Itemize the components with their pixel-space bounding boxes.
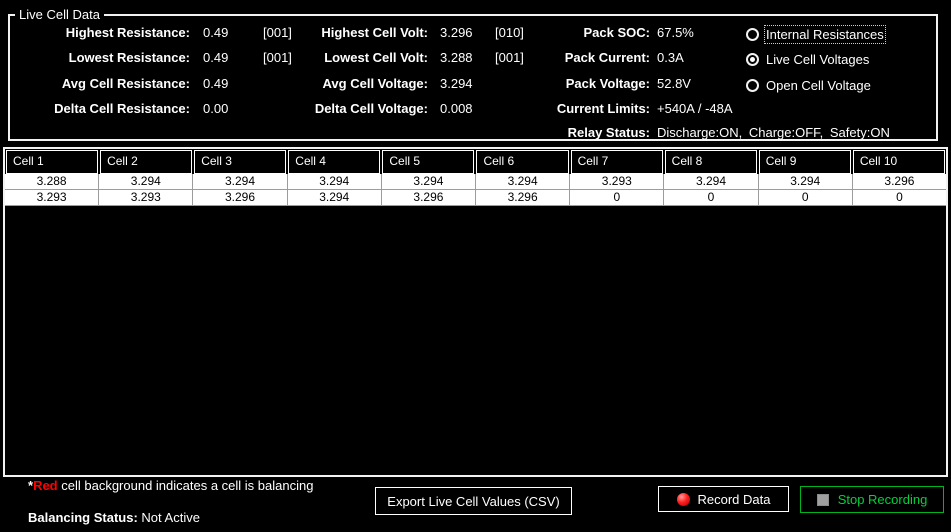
cell-value[interactable]: 3.293 bbox=[570, 174, 665, 189]
balancing-status-value: Not Active bbox=[137, 510, 200, 525]
note-text: cell background indicates a cell is bala… bbox=[57, 478, 314, 493]
avg-cell-resistance-label: Avg Cell Resistance: bbox=[61, 76, 190, 91]
radio-live-cell-voltages[interactable]: Live Cell Voltages bbox=[746, 51, 869, 67]
cell-value[interactable]: 3.294 bbox=[664, 174, 759, 189]
record-data-button[interactable]: Record Data bbox=[658, 486, 789, 512]
table-row: 3.288 3.294 3.294 3.294 3.294 3.294 3.29… bbox=[5, 174, 946, 190]
lowest-cell-volt-cell-index: [001] bbox=[495, 50, 524, 65]
export-csv-button-label: Export Live Cell Values (CSV) bbox=[387, 493, 560, 509]
pack-current-value: 0.3A bbox=[657, 50, 684, 65]
balancing-status-label: Balancing Status: bbox=[28, 510, 138, 525]
balancing-note: *Red cell background indicates a cell is… bbox=[28, 478, 313, 493]
lowest-cell-volt-label: Lowest Cell Volt: bbox=[324, 50, 428, 65]
relay-status-label: Relay Status: bbox=[567, 125, 650, 140]
highest-cell-volt-cell-index: [010] bbox=[495, 25, 524, 40]
radio-internal-resistances[interactable]: Internal Resistances bbox=[746, 24, 886, 44]
delta-cell-resistance-label: Delta Cell Resistance: bbox=[54, 101, 190, 116]
note-red-word: Red bbox=[33, 478, 58, 493]
cell-value[interactable]: 0 bbox=[896, 190, 903, 204]
column-header-cell-1[interactable]: Cell 1 bbox=[6, 150, 99, 174]
column-header-cell-8[interactable]: Cell 8 bbox=[664, 150, 757, 174]
cell-value[interactable]: 3.296 bbox=[476, 190, 571, 205]
cell-value[interactable]: 3.294 bbox=[759, 174, 853, 189]
cell-data-grid: Cell 1 Cell 2 Cell 3 Cell 4 Cell 5 Cell … bbox=[3, 147, 948, 477]
pack-soc-label: Pack SOC: bbox=[583, 25, 650, 40]
delta-cell-resistance-value: 0.00 bbox=[203, 101, 229, 116]
stop-recording-button[interactable]: Stop Recording bbox=[800, 486, 944, 513]
cell-value[interactable]: 0 bbox=[759, 190, 853, 205]
cell-value[interactable]: 3.296 bbox=[884, 174, 915, 188]
lowest-resistance-label: Lowest Resistance: bbox=[68, 50, 190, 65]
avg-cell-voltage-label: Avg Cell Voltage: bbox=[322, 76, 428, 91]
current-limits-label: Current Limits: bbox=[556, 101, 650, 116]
lowest-resistance-cell-index: [001] bbox=[263, 50, 292, 65]
highest-cell-volt-value: 3.296 bbox=[440, 25, 473, 40]
cell-value[interactable]: 3.294 bbox=[382, 174, 477, 189]
cell-value[interactable]: 3.294 bbox=[193, 174, 288, 189]
lowest-resistance-value: 0.49 bbox=[203, 50, 229, 65]
column-header-cell-3[interactable]: Cell 3 bbox=[194, 150, 287, 174]
avg-cell-resistance-value: 0.49 bbox=[203, 76, 229, 91]
cell-value[interactable]: 3.293 bbox=[5, 190, 100, 205]
column-header-cell-5[interactable]: Cell 5 bbox=[382, 150, 475, 174]
cell-value[interactable]: 3.296 bbox=[193, 190, 288, 205]
radio-circle-icon[interactable] bbox=[746, 52, 759, 66]
radio-open-cell-voltage-label[interactable]: Open Cell Voltage bbox=[766, 77, 871, 93]
cell-value[interactable]: 0 bbox=[664, 190, 759, 205]
radio-circle-icon[interactable] bbox=[746, 27, 759, 41]
delta-cell-voltage-value: 0.008 bbox=[440, 101, 473, 116]
highest-resistance-value: 0.49 bbox=[203, 25, 229, 40]
export-csv-button[interactable]: Export Live Cell Values (CSV) bbox=[375, 487, 572, 515]
stop-icon bbox=[816, 493, 829, 506]
grid-header-row: Cell 1 Cell 2 Cell 3 Cell 4 Cell 5 Cell … bbox=[5, 150, 946, 174]
column-header-cell-10[interactable]: Cell 10 bbox=[852, 150, 945, 174]
cell-value[interactable]: 0 bbox=[570, 190, 665, 205]
cell-value[interactable]: 3.288 bbox=[5, 174, 100, 189]
table-row: 3.293 3.293 3.296 3.294 3.296 3.296 0 0 … bbox=[5, 190, 946, 206]
column-header-cell-2[interactable]: Cell 2 bbox=[100, 150, 193, 174]
highest-resistance-label: Highest Resistance: bbox=[65, 25, 190, 40]
radio-live-cell-voltages-label[interactable]: Live Cell Voltages bbox=[766, 51, 870, 67]
highest-resistance-cell-index: [001] bbox=[263, 25, 292, 40]
cell-value[interactable]: 3.294 bbox=[99, 174, 194, 189]
radio-circle-icon[interactable] bbox=[746, 78, 759, 92]
cell-value[interactable]: 3.294 bbox=[476, 174, 571, 189]
radio-open-cell-voltage[interactable]: Open Cell Voltage bbox=[746, 77, 871, 93]
cell-value[interactable]: 3.294 bbox=[288, 174, 382, 189]
highest-cell-volt-label: Highest Cell Volt: bbox=[321, 25, 428, 40]
pack-voltage-value: 52.8V bbox=[657, 76, 691, 91]
delta-cell-voltage-label: Delta Cell Voltage: bbox=[314, 101, 428, 116]
current-limits-value: +540A / -48A bbox=[657, 101, 733, 116]
stop-recording-button-label: Stop Recording bbox=[837, 492, 928, 507]
avg-cell-voltage-value: 3.294 bbox=[440, 76, 473, 91]
record-icon bbox=[676, 492, 690, 506]
column-header-cell-6[interactable]: Cell 6 bbox=[476, 150, 569, 174]
pack-voltage-label: Pack Voltage: bbox=[565, 76, 650, 91]
relay-status-value: Discharge:ON, Charge:OFF, Safety:ON bbox=[657, 125, 890, 140]
column-header-cell-7[interactable]: Cell 7 bbox=[570, 150, 663, 174]
pack-soc-value: 67.5% bbox=[657, 25, 694, 40]
cell-value[interactable]: 3.293 bbox=[99, 190, 194, 205]
column-header-cell-4[interactable]: Cell 4 bbox=[288, 150, 381, 174]
lowest-cell-volt-value: 3.288 bbox=[440, 50, 473, 65]
record-data-button-label: Record Data bbox=[697, 491, 771, 507]
column-header-cell-9[interactable]: Cell 9 bbox=[758, 150, 851, 174]
cell-value[interactable]: 3.294 bbox=[288, 190, 382, 205]
radio-internal-resistances-label[interactable]: Internal Resistances bbox=[764, 24, 886, 44]
groupbox-title: Live Cell Data bbox=[15, 7, 104, 22]
pack-current-label: Pack Current: bbox=[564, 50, 650, 65]
note-asterisk: * bbox=[28, 478, 34, 493]
balancing-status: Balancing Status: Not Active bbox=[28, 510, 200, 525]
live-cell-data-groupbox: Live Cell Data Highest Resistance: 0.49 … bbox=[8, 7, 938, 141]
cell-value[interactable]: 3.296 bbox=[382, 190, 477, 205]
